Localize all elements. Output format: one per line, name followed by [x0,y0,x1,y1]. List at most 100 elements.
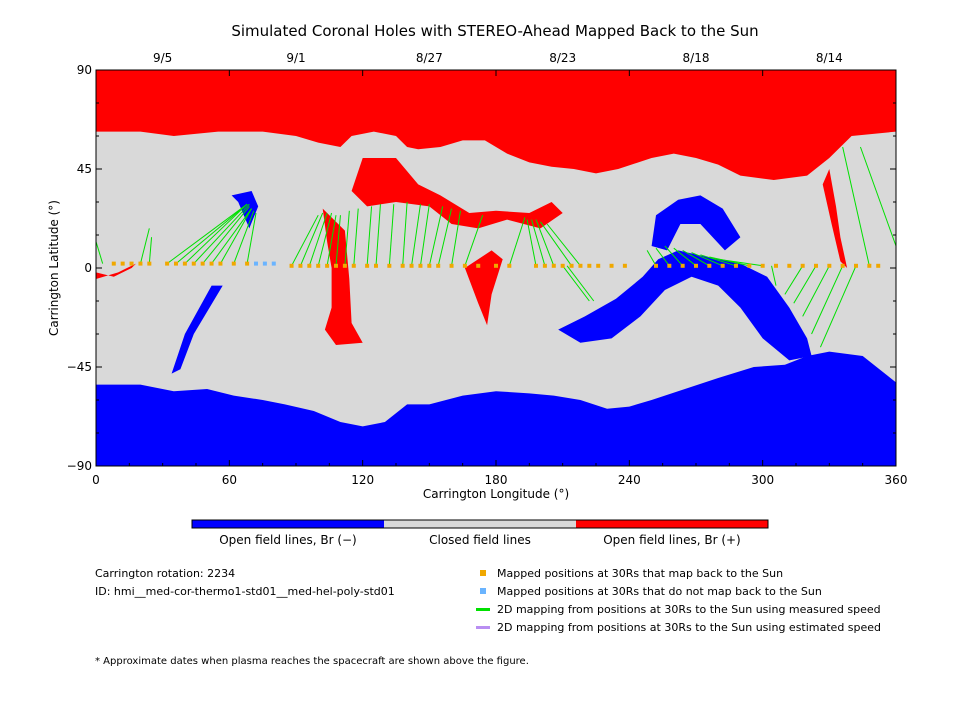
mapped-point [182,261,187,266]
mapping-line [842,146,870,266]
mapped-point [147,261,152,266]
mapping-line [709,256,750,267]
mapping-line [859,146,897,247]
mapping-line [308,212,328,266]
y-tick-label: −90 [67,459,92,473]
mapped-point [609,263,614,268]
mapped-point [289,263,294,268]
mapping-line [531,219,546,266]
mapped-point [245,261,250,266]
region-positive-west-sliver [96,263,136,279]
colorbar-segment [384,520,576,528]
mapped-point [814,263,818,268]
mapping-line [546,223,581,267]
mapped-point [191,261,196,266]
mapping-line [148,237,153,264]
legend-label: 2D mapping from positions at 30Rs to the… [497,602,881,616]
mapping-line [691,252,723,267]
mapped-point [298,263,303,268]
y-tick-label: 45 [77,162,92,176]
footnote: * Approximate dates when plasma reaches … [95,656,529,667]
x-tick-label: 240 [618,473,641,487]
region-positive-hook-332 [822,169,848,268]
mapped-point [787,263,792,268]
mapping-line [299,212,324,266]
mapped-point [427,263,432,268]
chart-title: Simulated Coronal Holes with STEREO-Ahea… [231,22,758,40]
mapping-line [220,208,252,264]
mapping-line [184,203,248,264]
mapping-line [353,208,359,266]
top-date-label: 8/14 [816,51,843,65]
colorbar-label: Closed field lines [429,533,531,547]
mapped-point [436,263,441,268]
mapping-line [139,228,150,264]
mapping-line [388,204,395,266]
mapped-point [622,263,627,268]
mapping-line [526,219,537,266]
legend-marker-swatch [480,588,486,594]
unmapped-point [254,261,258,266]
y-tick-label: 90 [77,63,92,77]
mapped-point [334,263,338,268]
legend-label: 2D mapping from positions at 30Rs to the… [497,620,882,634]
x-tick-label: 360 [885,473,908,487]
mapped-point [569,263,574,268]
mapping-line [655,247,670,267]
mapping-line [451,210,461,266]
x-tick-label: 0 [92,473,100,487]
mapped-point [449,263,454,268]
mapped-point [507,263,512,268]
x-tick-label: 300 [751,473,774,487]
mapping-line [464,215,484,266]
mapped-point [200,261,205,266]
x-tick-label: 120 [351,473,374,487]
mapping-line [366,206,373,266]
mapping-line [771,265,777,286]
mapping-line [437,208,453,266]
unmapped-point [262,261,267,266]
top-date-label: 8/18 [683,51,710,65]
mapping-line [802,265,830,317]
mapped-point [111,261,116,266]
region-negative-blob-70 [231,191,259,229]
mapping-line [428,206,444,266]
mapped-point [342,263,347,268]
top-date-label: 9/5 [153,51,172,65]
mapped-point [734,263,738,268]
mapping-line [411,204,421,266]
mapped-point [800,263,805,268]
mapping-line [784,265,804,295]
region-negative-lagoon-240-300 [558,250,812,361]
top-date-label: 8/23 [549,51,576,65]
legend-item: 2D mapping from positions at 30Rs to the… [476,620,882,634]
y-axis-label: Carrington Latitude (°) [47,200,61,336]
mapped-point [476,263,481,268]
mapping-line [562,265,590,302]
colorbar-label: Open field lines, Br (−) [219,533,357,547]
mapping-line [673,247,697,267]
mapped-point [387,263,392,268]
mapped-point [876,263,881,268]
mapped-point [494,263,498,268]
y-tick-label: 0 [84,261,92,275]
mapped-point [418,263,423,268]
top-date-labels: 9/5 9/1 8/27 8/23 8/18 8/14 [153,51,843,65]
legend-marker-swatch [480,570,486,576]
mapped-point [854,263,858,268]
mapping-line [811,265,844,335]
mapping-line [646,250,657,267]
mapped-point [560,263,565,268]
mapping-line [193,203,250,264]
mapping-line [535,219,555,266]
mapped-point [774,263,778,268]
colorbar-segment [576,520,768,528]
legend-line-swatch [476,625,490,629]
mapping-line [335,215,341,266]
mapping-line [375,204,381,266]
region-positive-tongue-175 [464,250,503,326]
plot-area [95,70,897,466]
mapped-point [551,263,556,268]
mapped-point [760,263,765,268]
